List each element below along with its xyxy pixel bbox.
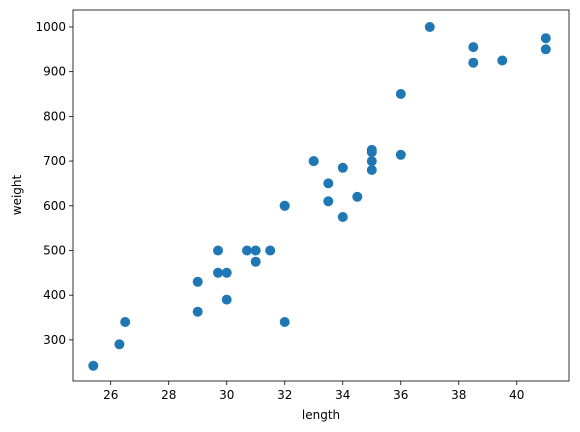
data-point-8 — [221, 267, 232, 278]
data-point-19 — [323, 178, 334, 189]
data-point-31 — [468, 42, 479, 53]
data-point-28 — [395, 89, 406, 99]
data-point-29 — [424, 22, 435, 32]
data-point-15 — [279, 200, 290, 211]
data-point-0 — [88, 360, 99, 371]
x-tick-label: 28 — [161, 388, 176, 402]
data-point-22 — [352, 191, 363, 202]
x-tick-label: 36 — [393, 388, 408, 402]
x-tick-label: 26 — [103, 388, 118, 402]
data-point-5 — [213, 267, 223, 278]
x-axis-label: length — [302, 408, 340, 422]
y-tick-label: 700 — [43, 154, 66, 168]
data-point-9 — [242, 245, 252, 256]
data-point-27 — [395, 149, 406, 160]
y-tick-label: 1000 — [35, 20, 66, 34]
y-tick-label: 900 — [43, 65, 66, 79]
y-axis-label: weight — [10, 174, 24, 215]
x-tick-label: 40 — [509, 388, 524, 402]
data-point-18 — [323, 196, 334, 207]
data-point-23 — [366, 165, 377, 175]
x-tick-label: 30 — [219, 388, 234, 402]
data-point-13 — [279, 317, 290, 327]
x-tick-label: 38 — [451, 388, 466, 402]
data-point-33 — [540, 33, 551, 44]
y-tick-label: 600 — [43, 199, 66, 213]
data-point-20 — [337, 212, 348, 222]
data-point-3 — [192, 306, 203, 317]
x-tick-label: 34 — [335, 388, 350, 402]
data-point-12 — [265, 245, 276, 256]
data-point-1 — [114, 339, 125, 350]
data-point-11 — [250, 245, 261, 256]
data-point-24 — [366, 156, 377, 167]
data-point-26 — [366, 147, 377, 158]
data-point-6 — [213, 245, 223, 256]
data-point-30 — [468, 57, 479, 68]
data-point-34 — [540, 44, 551, 55]
data-point-17 — [308, 156, 319, 167]
data-point-21 — [337, 162, 348, 173]
data-point-32 — [497, 55, 508, 66]
y-tick-label: 300 — [43, 333, 66, 347]
points-layer — [88, 22, 551, 371]
data-point-2 — [120, 317, 131, 327]
y-axis-ticks: 300 400 500 600 700 800 900 1000 — [35, 20, 73, 347]
y-tick-label: 500 — [43, 243, 66, 257]
x-axis-ticks: 26 28 30 32 34 36 38 40 — [103, 381, 524, 402]
data-point-4 — [192, 276, 203, 287]
data-point-7 — [221, 294, 232, 305]
y-tick-label: 400 — [43, 288, 66, 302]
y-tick-label: 800 — [43, 109, 66, 123]
plot-frame — [72, 9, 570, 382]
data-point-10 — [250, 256, 261, 267]
x-tick-label: 32 — [277, 388, 292, 402]
